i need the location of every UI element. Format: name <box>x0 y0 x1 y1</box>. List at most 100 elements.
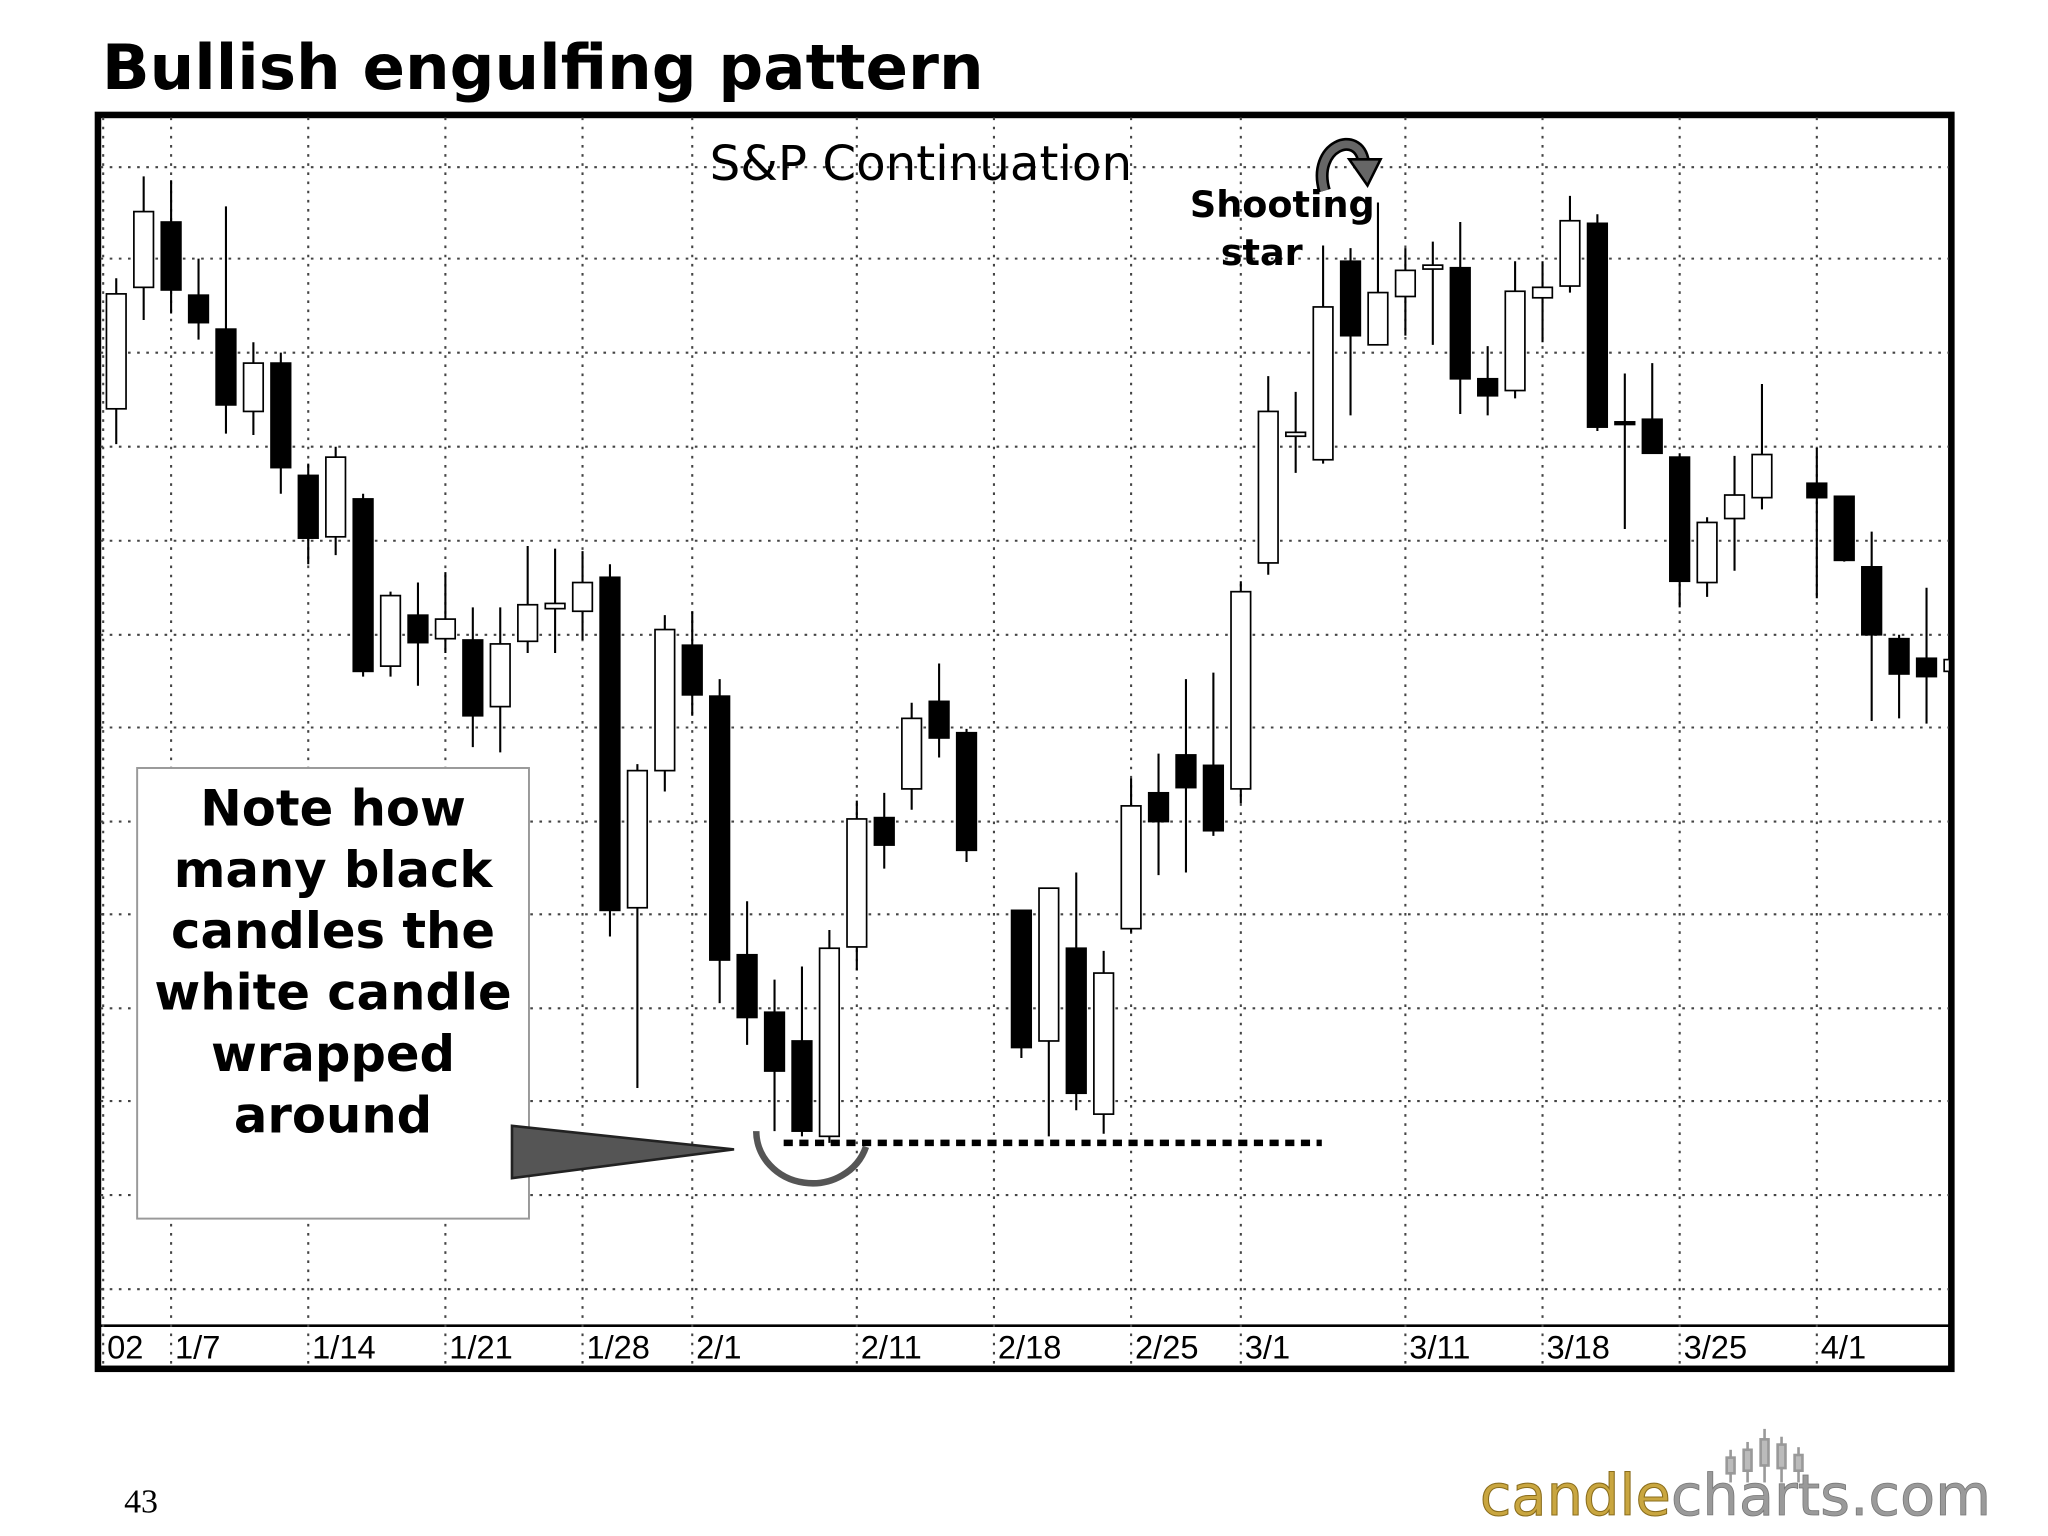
candle-body <box>1806 482 1828 499</box>
note-box <box>136 767 530 1220</box>
candle-body <box>462 639 484 717</box>
candle-body <box>791 1040 813 1132</box>
candle-body <box>736 953 758 1019</box>
candle-body <box>1641 418 1663 455</box>
candle-body <box>1312 306 1334 461</box>
candle-body <box>1065 947 1087 1095</box>
candle-body <box>242 362 265 413</box>
candle-body <box>955 731 978 852</box>
candle-body <box>1696 521 1718 584</box>
page-number: 43 <box>124 1483 158 1520</box>
arrow-shaft <box>1318 140 1368 192</box>
candle-body <box>105 293 127 410</box>
candle-body <box>626 769 649 909</box>
candle-body <box>325 456 347 538</box>
logo-icon <box>1725 1428 1804 1483</box>
candle-body <box>818 947 841 1138</box>
date-label: 3/18 <box>1546 1328 1610 1365</box>
candle-body <box>297 474 319 539</box>
date-label: 2/25 <box>1135 1328 1199 1365</box>
candle-body <box>215 328 237 406</box>
candle-body <box>571 581 594 613</box>
date-label: 2/11 <box>861 1328 922 1365</box>
candle-body <box>1394 269 1417 298</box>
candle-body <box>407 614 429 644</box>
candle-body <box>873 816 895 846</box>
candle-body <box>489 643 511 708</box>
shooting-star-label: Shooting star <box>1189 182 1375 275</box>
candles <box>105 176 1949 1143</box>
date-label: 1/7 <box>175 1328 220 1365</box>
candle-body <box>1038 887 1060 1042</box>
candle-body <box>709 695 731 961</box>
candle-body <box>1751 453 1773 499</box>
candle-body <box>1285 431 1307 438</box>
candle-body <box>1230 590 1252 790</box>
candle-body <box>1861 566 1883 636</box>
arrow-head <box>1346 158 1383 189</box>
date-label: 02 <box>107 1328 143 1365</box>
candle-body <box>160 221 182 291</box>
date-label: 1/14 <box>312 1328 376 1365</box>
candle-body <box>1422 264 1444 270</box>
candle-body <box>434 618 457 640</box>
candle-body <box>1669 456 1691 583</box>
logo-part: charts.com <box>1671 1462 1991 1529</box>
logo: candlecharts.com <box>1480 1462 1991 1529</box>
date-label: 2/1 <box>696 1328 741 1365</box>
pointer <box>510 1124 735 1180</box>
candle-body <box>379 594 402 667</box>
candle-body <box>681 644 703 696</box>
candle-body <box>1504 290 1526 392</box>
date-label: 3/25 <box>1684 1328 1748 1365</box>
date-label: 3/1 <box>1245 1328 1290 1365</box>
candle-body <box>544 602 566 610</box>
note-label: Note how many black candles the white ca… <box>154 779 512 1145</box>
shooting-star-text: Shooting star <box>1189 182 1375 275</box>
candle-body <box>1586 222 1609 428</box>
engulf-arc <box>752 1131 870 1187</box>
date-label: 4/1 <box>1821 1328 1866 1365</box>
candle-body <box>1614 421 1636 426</box>
candle-body <box>1175 754 1197 789</box>
date-labels: 02 1/7 1/14 1/21 1/28 2/1 2/11 2/18 2/25 3/1 3/11 3… <box>107 1328 1866 1365</box>
logo-part: candle <box>1480 1462 1671 1529</box>
candle-body <box>654 628 676 772</box>
candle-body <box>1147 791 1170 823</box>
candle-body <box>1888 637 1910 675</box>
candle-body <box>352 498 374 673</box>
candle-body <box>517 603 539 643</box>
candle-body <box>1339 260 1362 337</box>
note-text: Note how many black candles the white ca… <box>154 779 512 1145</box>
candle-body <box>187 294 210 324</box>
date-label: 3/11 <box>1409 1328 1470 1365</box>
date-label: 1/28 <box>586 1328 650 1365</box>
candle-body <box>1477 377 1499 397</box>
candle-body <box>1010 909 1033 1049</box>
candle-body <box>599 576 621 912</box>
chart-subtitle: S&P Continuation <box>710 136 1133 192</box>
candle-body <box>1943 658 1949 673</box>
date-label: 2/18 <box>998 1328 1062 1365</box>
candle-body <box>1559 219 1581 287</box>
candle-body <box>1915 657 1938 678</box>
candle-body <box>1257 410 1279 564</box>
candle-body <box>763 1011 786 1072</box>
candle-body <box>1531 286 1554 299</box>
candle-body <box>928 700 950 739</box>
candle-body <box>1202 764 1225 832</box>
date-label: 1/21 <box>449 1328 513 1365</box>
candle-body <box>1093 972 1115 1115</box>
candle-body <box>1723 494 1746 520</box>
candle-body <box>1833 495 1855 562</box>
candle-body <box>846 818 868 948</box>
candle-body <box>133 210 155 289</box>
candle-body <box>270 362 292 469</box>
candle-body <box>1449 266 1471 380</box>
candle-body <box>1367 291 1389 346</box>
candle-body <box>1120 805 1142 930</box>
candle-body <box>901 717 923 790</box>
slide-title: Bullish engulfing pattern <box>102 31 984 104</box>
